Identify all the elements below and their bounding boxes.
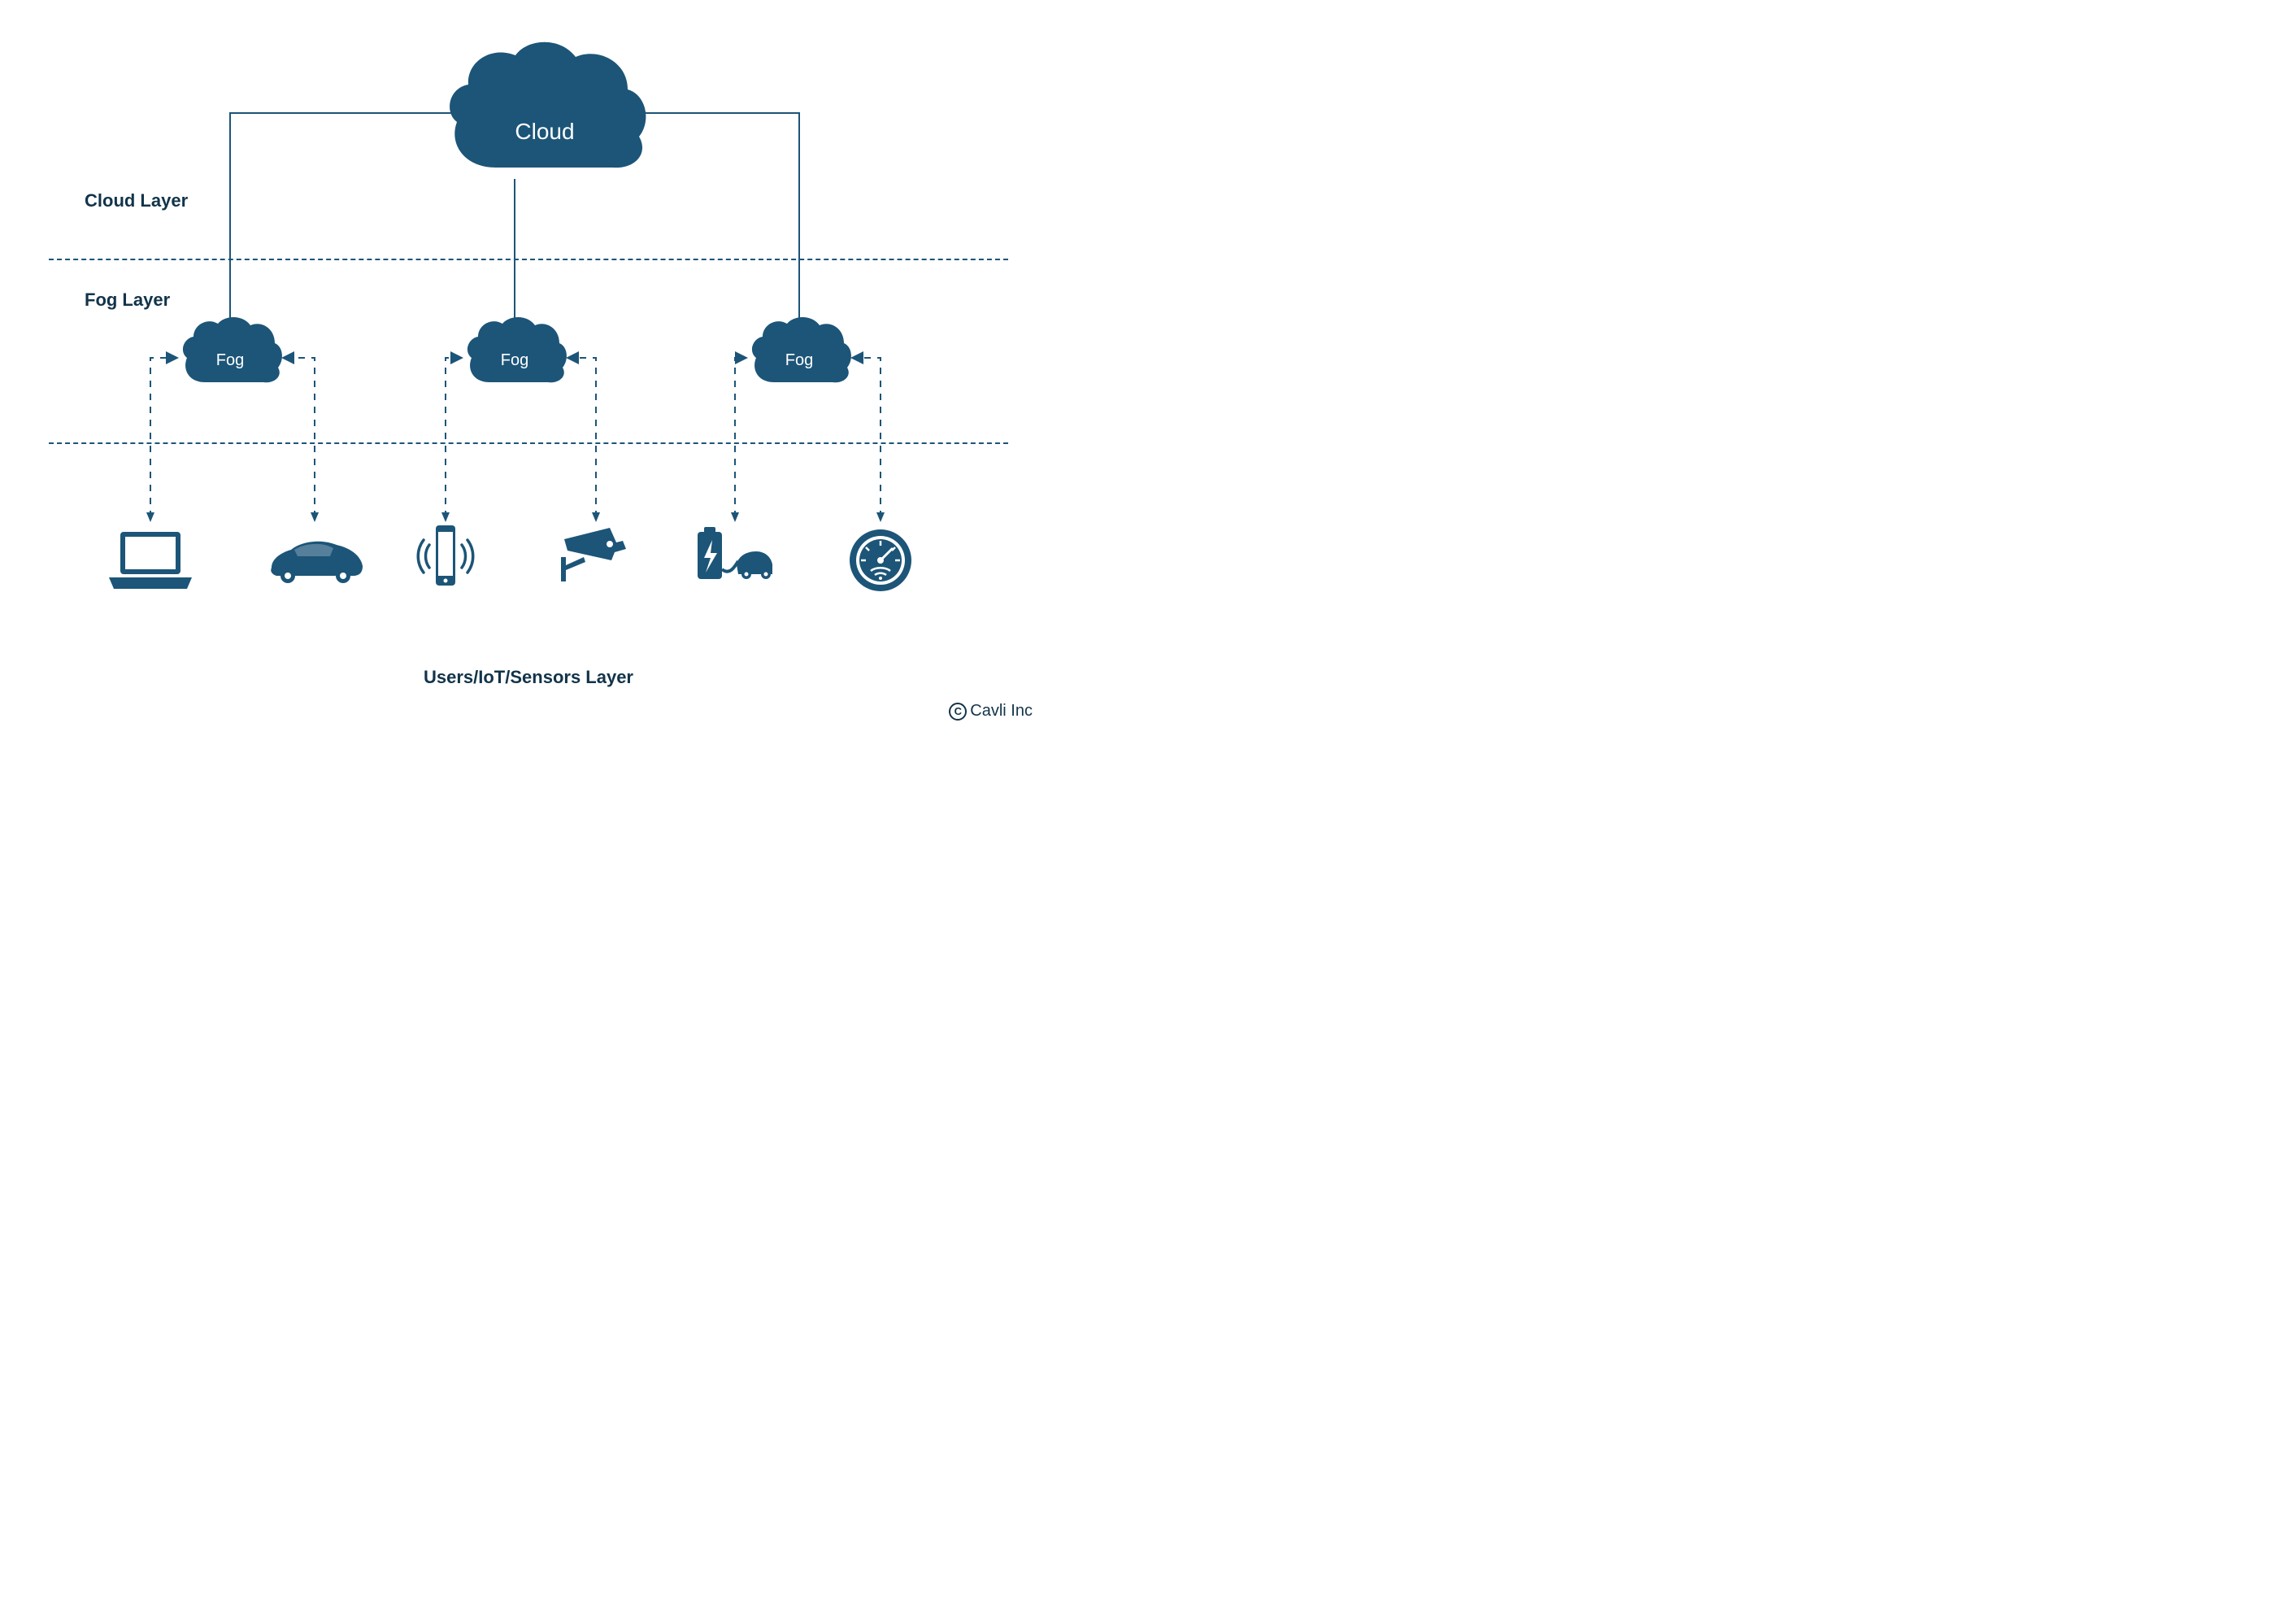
car-icon bbox=[262, 537, 367, 586]
fog-node-1: Fog bbox=[177, 316, 283, 390]
divider-1 bbox=[49, 259, 1008, 260]
fog-computing-diagram: Cloud Layer Fog Layer Users/IoT/Sensors … bbox=[0, 0, 1057, 740]
fog-node-2-label: Fog bbox=[501, 351, 528, 370]
ev-charger-icon bbox=[694, 520, 776, 590]
cloud-node: Cloud bbox=[439, 37, 650, 184]
laptop-icon bbox=[106, 529, 195, 594]
fog-node-3: Fog bbox=[746, 316, 852, 390]
cloud-layer-label: Cloud Layer bbox=[85, 190, 188, 211]
brand-mark: C Cavli Inc bbox=[949, 702, 1033, 721]
cctv-camera-icon bbox=[559, 525, 633, 586]
smartphone-icon bbox=[413, 520, 478, 595]
brand-text: Cavli Inc bbox=[970, 702, 1033, 721]
cloud-node-label: Cloud bbox=[515, 119, 574, 145]
brand-circle-icon: C bbox=[949, 703, 967, 721]
gauge-icon bbox=[847, 527, 914, 594]
fog-layer-label: Fog Layer bbox=[85, 290, 170, 311]
divider-2 bbox=[49, 442, 1008, 444]
fog-node-2: Fog bbox=[462, 316, 567, 390]
fog-node-1-label: Fog bbox=[216, 351, 244, 370]
fog-node-3-label: Fog bbox=[785, 351, 813, 370]
users-layer-label: Users/IoT/Sensors Layer bbox=[424, 667, 633, 688]
